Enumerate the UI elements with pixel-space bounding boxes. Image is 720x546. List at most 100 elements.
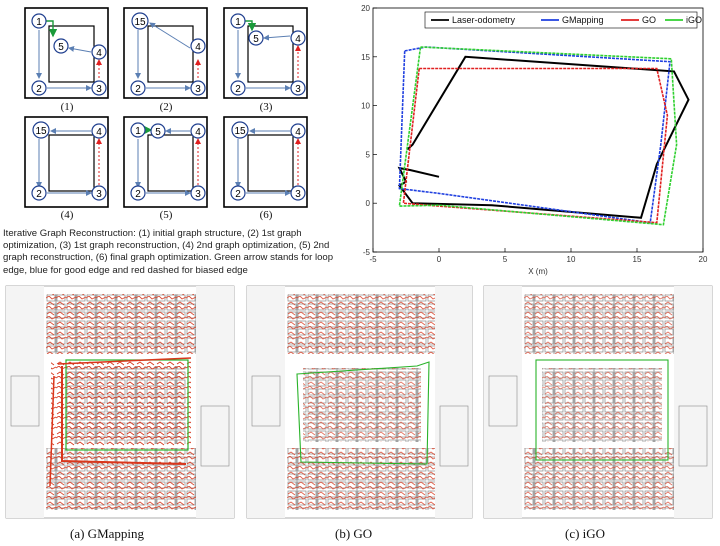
graph-panel-1: 1 5 4 2 3 [24, 7, 109, 99]
svg-text:5: 5 [155, 127, 161, 138]
graph-node: 2 [31, 185, 47, 201]
graph-node: 3 [190, 80, 206, 96]
svg-text:1: 1 [135, 126, 141, 137]
svg-text:4: 4 [295, 34, 301, 45]
graph-node: 3 [190, 185, 206, 201]
svg-text:3: 3 [295, 84, 301, 95]
svg-text:4: 4 [96, 127, 102, 138]
graph-panel-3: 1 5 4 2 3 [223, 7, 308, 99]
svg-text:3: 3 [96, 84, 102, 95]
map-igo [483, 285, 713, 519]
panel-caption-3: (3) [259, 101, 273, 113]
y-tick-label: 15 [361, 53, 370, 62]
svg-text:2: 2 [36, 84, 42, 95]
svg-text:15: 15 [234, 126, 246, 137]
graph-panel-5: 1 5 4 2 3 [123, 116, 208, 208]
graph-panel-2: 15 4 2 3 [123, 7, 208, 99]
graph-node: 4 [91, 44, 107, 60]
map-caption-go: (b) GO [335, 526, 373, 541]
legend-label: GO [642, 15, 656, 25]
graph-node: 4 [290, 30, 306, 46]
graph-node: 15 [131, 12, 149, 30]
y-axis: -5 0 5 10 15 20 [361, 4, 377, 257]
svg-text:2: 2 [36, 189, 42, 200]
panel-caption-1: (1) [60, 101, 74, 113]
x-tick-label: 0 [437, 255, 442, 264]
svg-text:1: 1 [235, 17, 241, 28]
svg-text:2: 2 [235, 84, 241, 95]
graph-node: 2 [31, 80, 47, 96]
trajectory-green [296, 361, 430, 465]
panel-caption-6: (6) [259, 209, 273, 221]
svg-text:5: 5 [58, 42, 64, 53]
graph-node: 5 [248, 30, 264, 46]
x-axis-label: X (m) [528, 267, 548, 276]
y-tick-label: 0 [366, 199, 371, 208]
graph-panels: 1 5 4 2 3 15 4 2 3 1 5 4 2 3 [24, 7, 308, 208]
graph-node: 2 [130, 185, 146, 201]
graph-node: 1 [230, 13, 246, 29]
graph-node: 4 [91, 123, 107, 139]
graph-node: 15 [32, 121, 50, 139]
svg-text:2: 2 [135, 189, 141, 200]
y-tick-label: -5 [363, 248, 371, 257]
trajectory-green [65, 359, 189, 451]
x-axis: -5 0 5 10 15 20 [369, 248, 708, 264]
legend-box [424, 11, 698, 29]
trajectory-green [535, 359, 669, 461]
legend-label: iGO [686, 15, 702, 25]
graph-panel-4: 15 4 2 3 [24, 116, 109, 208]
map-caption-igo: (c) iGO [565, 526, 606, 541]
graph-node: 2 [130, 80, 146, 96]
svg-text:2: 2 [235, 189, 241, 200]
x-tick-label: -5 [369, 255, 377, 264]
svg-text:4: 4 [195, 127, 201, 138]
panel-caption-2: (2) [159, 101, 173, 113]
x-tick-label: 15 [633, 255, 642, 264]
svg-text:5: 5 [253, 34, 259, 45]
map-go [246, 285, 473, 519]
graph-node: 3 [91, 185, 107, 201]
svg-text:3: 3 [295, 189, 301, 200]
graph-node: 4 [190, 123, 206, 139]
graph-node: 2 [230, 80, 246, 96]
graph-node: 1 [130, 122, 146, 138]
series-line-igo [398, 46, 678, 226]
panel-caption-4: (4) [60, 209, 74, 221]
svg-text:15: 15 [35, 126, 47, 137]
graph-node: 5 [150, 123, 166, 139]
svg-text:3: 3 [195, 189, 201, 200]
graph-node: 15 [231, 121, 249, 139]
maps-strip [5, 285, 713, 519]
svg-text:15: 15 [134, 17, 146, 28]
figure-caption: Iterative Graph Reconstruction: (1) init… [3, 228, 334, 276]
svg-text:4: 4 [195, 42, 201, 53]
panel-caption-5: (5) [159, 209, 173, 221]
svg-text:2: 2 [135, 84, 141, 95]
x-tick-label: 10 [567, 255, 576, 264]
legend-label: GMapping [562, 15, 604, 25]
y-tick-label: 20 [361, 4, 370, 13]
map-gmapping [5, 285, 235, 519]
svg-text:4: 4 [295, 127, 301, 138]
y-tick-label: 10 [361, 102, 370, 111]
graph-node: 5 [53, 38, 69, 54]
svg-text:3: 3 [96, 189, 102, 200]
legend-label: Laser-odometry [452, 15, 516, 25]
svg-text:3: 3 [195, 84, 201, 95]
svg-text:4: 4 [96, 48, 102, 59]
graph-panel-6: 15 4 2 3 [223, 116, 308, 208]
legend: Laser-odometry GMapping GO iGO [424, 11, 702, 29]
graph-node: 2 [230, 185, 246, 201]
trajectory-chart: -5 0 5 10 15 20 -5 0 5 10 15 20 Laser-odometry GMap… [361, 4, 708, 276]
graph-node: 3 [91, 80, 107, 96]
graph-node: 1 [31, 13, 47, 29]
plot-area [372, 7, 704, 253]
x-tick-label: 5 [503, 255, 508, 264]
graph-node: 3 [290, 185, 306, 201]
graph-node: 4 [290, 123, 306, 139]
series-group [397, 46, 690, 226]
y-tick-label: 5 [366, 150, 371, 159]
map-caption-gmapping: (a) GMapping [70, 526, 145, 541]
svg-text:1: 1 [36, 17, 42, 28]
